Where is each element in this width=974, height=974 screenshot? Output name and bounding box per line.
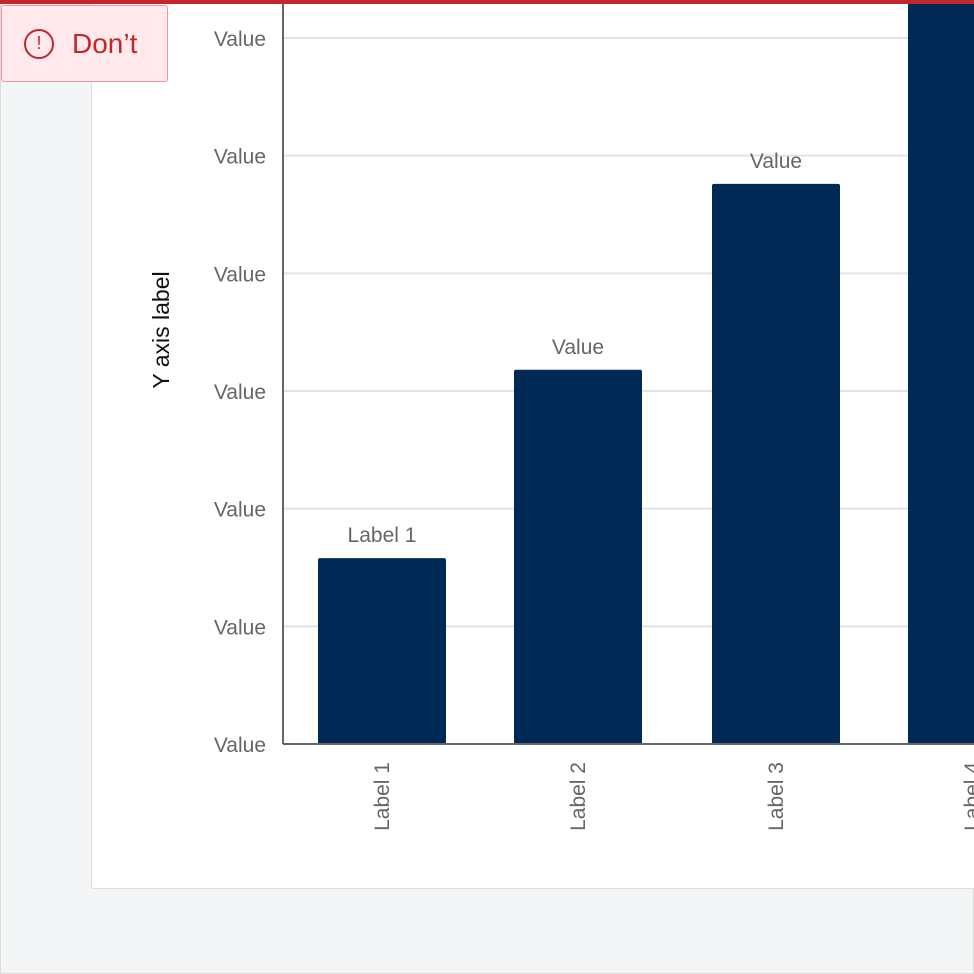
bar — [908, 0, 974, 744]
y-tick-label: Value — [214, 263, 266, 286]
bar — [318, 558, 446, 744]
top-accent-bar — [0, 0, 974, 4]
bar — [712, 183, 840, 744]
y-tick-label: Value — [214, 616, 266, 639]
bar-data-label: Value — [552, 336, 604, 359]
exclamation-circle-icon: ! — [24, 28, 54, 59]
bar-data-label: Label 1 — [348, 524, 417, 547]
x-tick-label: Label 2 — [567, 762, 590, 831]
y-tick-label: Value — [214, 28, 266, 51]
x-tick-label: Label 4 — [961, 762, 974, 831]
badge-label: Don’t — [72, 27, 138, 59]
y-tick-label: Value — [214, 381, 266, 404]
x-tick-label: Label 1 — [371, 762, 394, 831]
bar-data-label: Value — [750, 150, 802, 173]
y-tick-label: Value — [214, 499, 266, 522]
bar — [514, 369, 642, 744]
y-tick-label: Value — [214, 146, 266, 169]
x-tick-label: Label 3 — [765, 762, 788, 831]
dont-badge: ! Don’t — [1, 5, 168, 82]
y-tick-label: Value — [214, 734, 266, 757]
y-axis-label: Y axis label — [148, 271, 174, 388]
